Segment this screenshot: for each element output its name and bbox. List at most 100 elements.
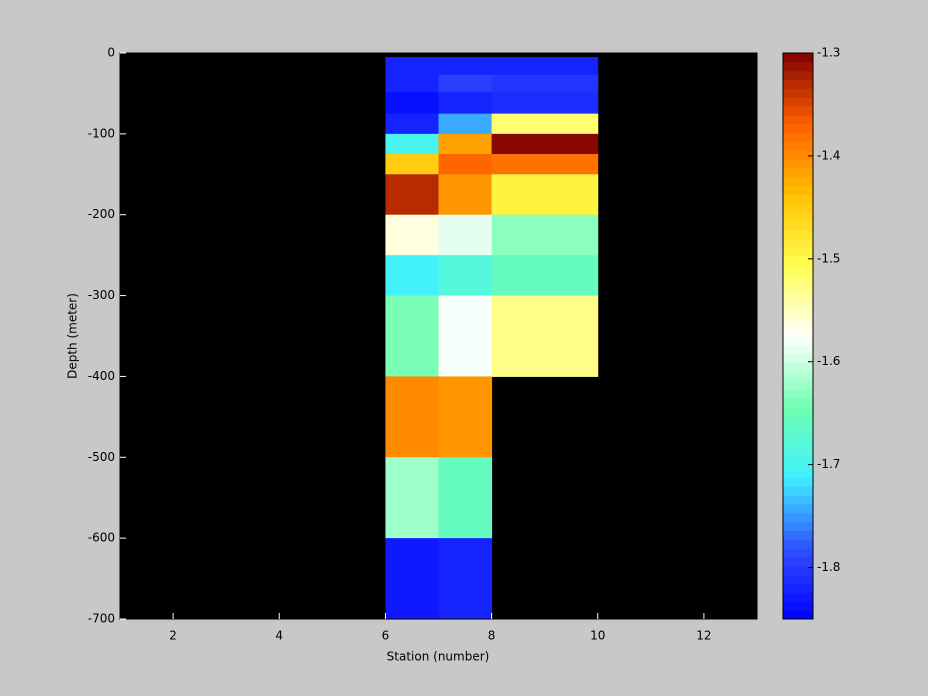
y-tick-label: -300 — [88, 288, 115, 302]
colorbar-tick-label: -1.6 — [817, 354, 840, 368]
colorbar-frame — [782, 52, 814, 620]
colorbar-step — [783, 176, 813, 187]
heat-cell — [385, 376, 439, 458]
y-tick-label: -500 — [88, 450, 115, 464]
colorbar-step — [783, 583, 813, 593]
y-axis-label: Depth (meter) — [66, 293, 80, 379]
colorbar-step — [783, 610, 813, 620]
heat-cell — [385, 295, 439, 377]
x-tick-label: 2 — [169, 629, 177, 643]
colorbar-step — [783, 256, 813, 266]
colorbar-step — [783, 106, 813, 116]
x-tick-label: 12 — [696, 629, 711, 643]
colorbar-step — [783, 389, 813, 399]
heat-cell — [385, 255, 439, 297]
heat-cell — [438, 74, 493, 93]
colorbar-step — [783, 486, 813, 496]
heat-cell — [385, 457, 439, 539]
x-axis-label: Station (number) — [387, 650, 490, 664]
heat-cell — [385, 538, 439, 620]
x-tick-label: 8 — [488, 629, 496, 643]
colorbar-step — [783, 477, 813, 487]
y-tick-label: -200 — [88, 207, 115, 221]
colorbar-step — [783, 309, 813, 319]
colorbar-step — [783, 300, 813, 310]
colorbar-step — [783, 141, 813, 151]
heat-cell — [491, 91, 599, 115]
heat-cell — [491, 255, 599, 297]
colorbar-step — [783, 442, 813, 452]
colorbar-step — [783, 53, 813, 63]
heat-cell — [491, 57, 599, 76]
heat-cell — [438, 57, 493, 76]
heat-cell — [438, 113, 493, 135]
heat-cell — [438, 295, 493, 377]
colorbar-step — [783, 433, 813, 443]
colorbar-step — [783, 380, 813, 390]
colorbar-step — [783, 79, 813, 89]
colorbar-step — [783, 371, 813, 381]
colorbar-step — [783, 565, 813, 576]
colorbar-step — [783, 574, 813, 585]
x-tick-label: 6 — [382, 629, 390, 643]
colorbar-tick-label: -1.5 — [817, 251, 840, 265]
colorbar-step — [783, 521, 813, 532]
colorbar-step — [783, 229, 813, 240]
colorbar-tick-label: -1.4 — [817, 148, 840, 162]
colorbar-step — [783, 203, 813, 213]
heat-cell — [385, 154, 439, 175]
heat-cell — [385, 57, 439, 76]
heat-cell — [491, 74, 599, 93]
heat-cell — [491, 214, 599, 256]
colorbar-step — [783, 282, 813, 293]
heat-cell — [385, 133, 439, 155]
colorbar-step — [783, 247, 813, 257]
colorbar-tick-label: -1.7 — [817, 457, 840, 471]
colorbar-step — [783, 194, 813, 204]
colorbar-step — [783, 548, 813, 558]
colorbar-step — [783, 159, 813, 169]
heat-cell — [385, 214, 439, 256]
colorbar-step — [783, 539, 813, 549]
colorbar-step — [783, 238, 813, 249]
colorbar-step — [783, 406, 813, 417]
colorbar-step — [783, 504, 813, 514]
y-tick-label: -400 — [88, 369, 115, 383]
colorbar-step — [783, 592, 813, 602]
colorbar-step — [783, 88, 813, 98]
colorbar-step — [783, 274, 813, 284]
heat-cell — [385, 74, 439, 93]
colorbar-step — [783, 495, 813, 505]
heat-cell — [491, 174, 599, 216]
x-tick-label: 4 — [275, 629, 283, 643]
y-tick-label: -100 — [88, 126, 115, 140]
colorbar-step — [783, 344, 813, 355]
colorbar-step — [783, 424, 813, 434]
y-tick-label: -600 — [88, 531, 115, 545]
x-tick-label: 10 — [590, 629, 605, 643]
colorbar-step — [783, 601, 813, 611]
heat-cell — [438, 255, 493, 297]
colorbar-step — [783, 61, 813, 72]
colorbar-step — [783, 530, 813, 540]
y-tick-label: 0 — [107, 46, 115, 60]
heat-cell — [438, 174, 493, 216]
colorbar-step — [783, 468, 813, 478]
heat-cell — [385, 174, 439, 216]
colorbar-step — [783, 185, 813, 195]
colorbar-step — [783, 362, 813, 372]
colorbar-step — [783, 327, 813, 337]
heat-cell — [385, 113, 439, 135]
colorbar-step — [783, 221, 813, 231]
colorbar-step — [783, 123, 813, 134]
colorbar-step — [783, 459, 813, 470]
heat-cell — [438, 214, 493, 256]
heat-cell — [438, 376, 493, 458]
heat-cell — [491, 295, 599, 377]
heat-cell — [438, 133, 493, 155]
colorbar-tick-label: -1.3 — [817, 46, 840, 60]
heat-cell — [491, 113, 599, 135]
axes-frame — [119, 52, 758, 620]
colorbar-step — [783, 212, 813, 222]
